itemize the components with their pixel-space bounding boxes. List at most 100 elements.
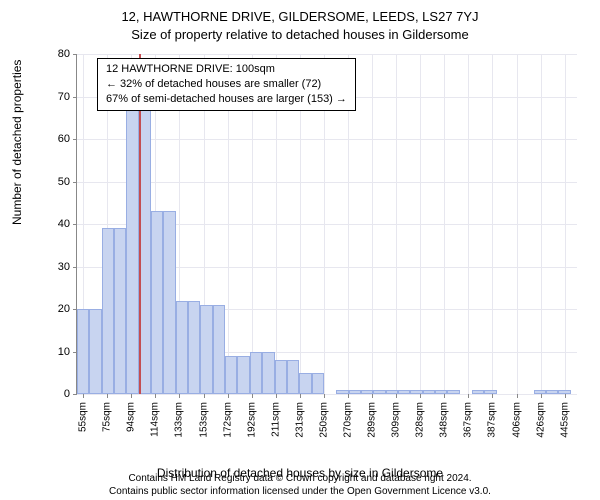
ytick-mark: [73, 394, 77, 395]
histogram-bar: [213, 305, 225, 394]
xtick-mark: [492, 394, 493, 398]
histogram-bar: [558, 390, 570, 394]
histogram-bar: [534, 390, 546, 394]
ytick-mark: [73, 54, 77, 55]
xtick-mark: [204, 394, 205, 398]
gridline-v: [372, 54, 373, 394]
xtick-label: 387sqm: [487, 402, 498, 438]
histogram-bar: [423, 390, 435, 394]
xtick-label: 426sqm: [535, 402, 546, 438]
histogram-bar: [287, 360, 299, 394]
histogram-bar: [361, 390, 373, 394]
histogram-bar: [484, 390, 496, 394]
histogram-bar: [410, 390, 422, 394]
xtick-mark: [517, 394, 518, 398]
title-line2: Size of property relative to detached ho…: [0, 26, 600, 44]
xtick-label: 172sqm: [222, 402, 233, 438]
xtick-mark: [372, 394, 373, 398]
xtick-mark: [155, 394, 156, 398]
xtick-label: 192sqm: [246, 402, 257, 438]
histogram-bar: [299, 373, 311, 394]
histogram-bar: [163, 211, 175, 394]
ytick-label: 70: [48, 91, 70, 103]
gridline-v: [541, 54, 542, 394]
xtick-mark: [300, 394, 301, 398]
xtick-mark: [228, 394, 229, 398]
histogram-bar: [373, 390, 385, 394]
xtick-label: 114sqm: [150, 402, 161, 437]
footer-line1: Contains HM Land Registry data © Crown c…: [0, 473, 600, 486]
histogram-bar: [225, 356, 237, 394]
gridline-h: [77, 139, 577, 140]
histogram-bar: [398, 390, 410, 394]
info-line2: ← 32% of detached houses are smaller (72…: [106, 77, 347, 92]
histogram-bar: [275, 360, 287, 394]
xtick-label: 55sqm: [78, 402, 89, 432]
ytick-label: 30: [48, 261, 70, 273]
gridline-v: [468, 54, 469, 394]
xtick-mark: [179, 394, 180, 398]
histogram-bar: [250, 352, 262, 395]
ytick-label: 0: [48, 388, 70, 400]
histogram-bar: [188, 301, 200, 395]
histogram-bar: [200, 305, 212, 394]
gridline-h: [77, 394, 577, 395]
xtick-label: 406sqm: [511, 402, 522, 438]
xtick-mark: [444, 394, 445, 398]
ytick-label: 20: [48, 303, 70, 315]
histogram-bar: [472, 390, 484, 394]
histogram-bar: [349, 390, 361, 394]
y-axis-label: Number of detached properties: [10, 60, 24, 225]
ytick-mark: [73, 97, 77, 98]
histogram-bar: [89, 309, 101, 394]
chart-container: 12 HAWTHORNE DRIVE: 100sqm ← 32% of deta…: [50, 54, 580, 424]
ytick-label: 50: [48, 176, 70, 188]
xtick-mark: [107, 394, 108, 398]
xtick-mark: [131, 394, 132, 398]
xtick-label: 133sqm: [174, 402, 185, 438]
histogram-bar: [126, 109, 138, 394]
xtick-label: 348sqm: [439, 402, 450, 438]
ytick-mark: [73, 139, 77, 140]
histogram-bar: [176, 301, 188, 395]
gridline-v: [420, 54, 421, 394]
histogram-bar: [114, 228, 126, 394]
histogram-bar: [262, 352, 274, 395]
histogram-bar: [102, 228, 114, 394]
histogram-bar: [386, 390, 398, 394]
xtick-mark: [565, 394, 566, 398]
histogram-bar: [447, 390, 459, 394]
xtick-label: 231sqm: [294, 402, 305, 438]
xtick-label: 75sqm: [102, 402, 113, 432]
gridline-h: [77, 54, 577, 55]
xtick-label: 445sqm: [559, 402, 570, 438]
info-line1: 12 HAWTHORNE DRIVE: 100sqm: [106, 62, 347, 77]
gridline-v: [492, 54, 493, 394]
xtick-mark: [541, 394, 542, 398]
ytick-mark: [73, 267, 77, 268]
plot-area: 12 HAWTHORNE DRIVE: 100sqm ← 32% of deta…: [76, 54, 577, 395]
xtick-label: 328sqm: [415, 402, 426, 438]
title-line1: 12, HAWTHORNE DRIVE, GILDERSOME, LEEDS, …: [0, 8, 600, 26]
xtick-label: 211sqm: [270, 402, 281, 437]
xtick-label: 309sqm: [391, 402, 402, 438]
chart-title-block: 12, HAWTHORNE DRIVE, GILDERSOME, LEEDS, …: [0, 0, 600, 43]
xtick-label: 250sqm: [318, 402, 329, 438]
histogram-bar: [312, 373, 324, 394]
xtick-mark: [396, 394, 397, 398]
xtick-mark: [252, 394, 253, 398]
histogram-bar: [435, 390, 447, 394]
xtick-label: 270sqm: [342, 402, 353, 438]
histogram-bar: [237, 356, 249, 394]
histogram-bar: [151, 211, 163, 394]
footer-line2: Contains public sector information licen…: [0, 486, 600, 499]
xtick-mark: [276, 394, 277, 398]
xtick-mark: [83, 394, 84, 398]
ytick-label: 60: [48, 133, 70, 145]
info-box: 12 HAWTHORNE DRIVE: 100sqm ← 32% of deta…: [97, 58, 356, 111]
footer-attribution: Contains HM Land Registry data © Crown c…: [0, 473, 600, 498]
info-line3: 67% of semi-detached houses are larger (…: [106, 92, 347, 107]
ytick-mark: [73, 182, 77, 183]
xtick-label: 153sqm: [198, 402, 209, 438]
gridline-v: [444, 54, 445, 394]
